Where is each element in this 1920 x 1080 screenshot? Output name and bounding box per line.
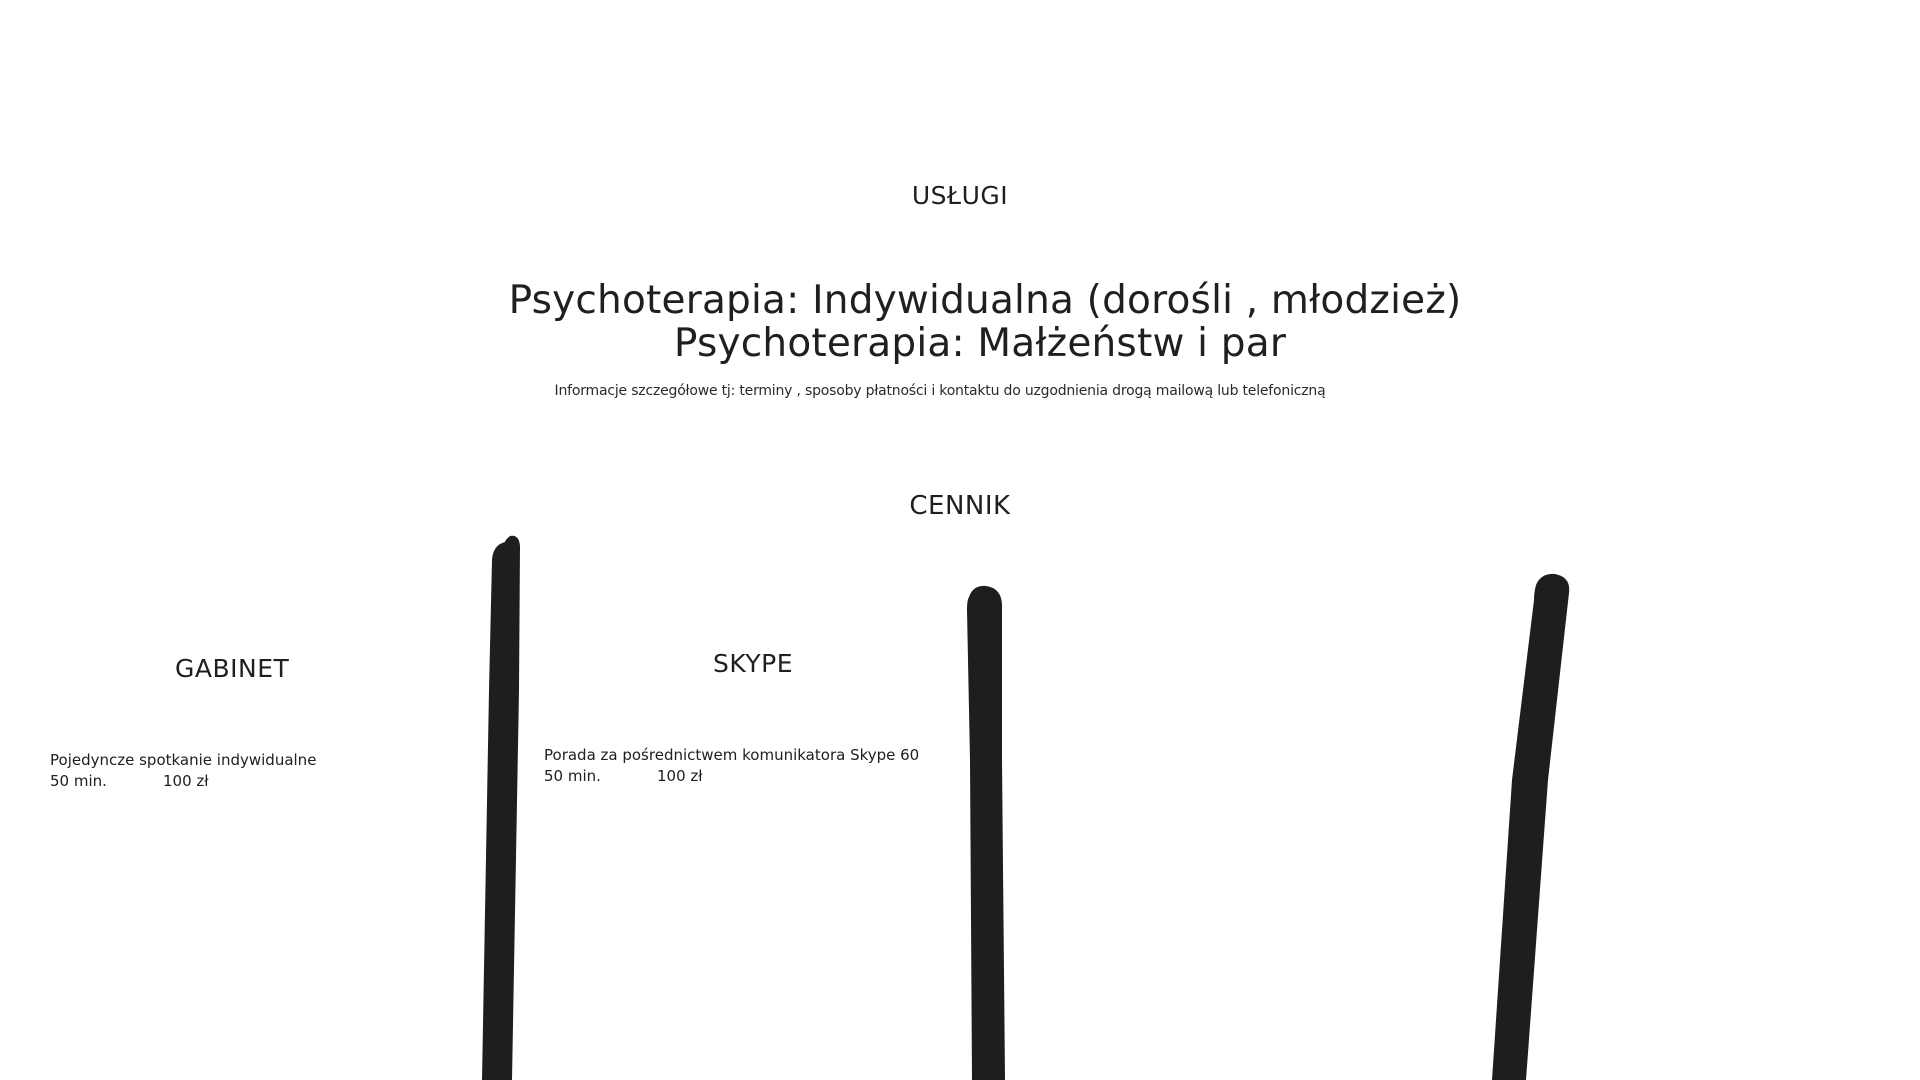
skype-duration: 50 min. (544, 767, 601, 785)
services-heading: USŁUGI (911, 181, 1009, 210)
pricing-heading: CENNIK (909, 491, 1011, 521)
details-info-text: Informacje szczegółowe tj: terminy , spo… (554, 383, 1326, 399)
skype-price-row: 50 min. 100 zł (544, 766, 703, 787)
brush-stroke-middle (967, 585, 1005, 1080)
gabinet-price: 100 zł (163, 772, 209, 790)
gabinet-offer-description: Pojedyncze spotkanie indywidualne (50, 751, 317, 769)
gabinet-price-row: 50 min. 100 zł (50, 771, 209, 792)
gabinet-heading: GABINET (175, 654, 290, 683)
service-couples: Psychoterapia: Małżeństw i par (673, 321, 1287, 366)
skype-heading: SKYPE (713, 649, 794, 678)
gabinet-duration: 50 min. (50, 772, 107, 790)
brush-stroke-right (1492, 573, 1570, 1080)
brush-stroke-left (482, 535, 520, 1080)
skype-offer-description: Porada za pośrednictwem komunikatora Sky… (544, 746, 920, 764)
service-individual: Psychoterapia: Indywidualna (dorośli , m… (508, 278, 1462, 323)
skype-price: 100 zł (657, 767, 703, 785)
